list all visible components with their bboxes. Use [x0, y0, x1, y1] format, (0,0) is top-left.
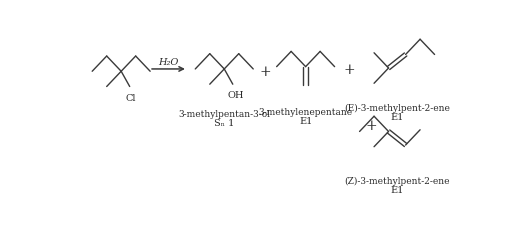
Text: E1: E1	[299, 117, 312, 125]
Text: 3-methylpentan-3-ol: 3-methylpentan-3-ol	[178, 110, 270, 119]
Text: E1: E1	[390, 185, 404, 194]
Text: Sₙ 1: Sₙ 1	[214, 119, 234, 128]
Text: (E)-3-methylpent-2-ene: (E)-3-methylpent-2-ene	[344, 104, 450, 112]
Text: +: +	[343, 63, 355, 77]
Text: 3-methylenepentane: 3-methylenepentane	[258, 107, 353, 116]
Text: (Z)-3-methylpent-2-ene: (Z)-3-methylpent-2-ene	[344, 176, 450, 185]
Text: OH: OH	[228, 91, 244, 100]
Text: +: +	[259, 65, 271, 79]
Text: +: +	[366, 119, 377, 133]
Text: E1: E1	[390, 113, 404, 122]
Text: H₂O: H₂O	[158, 57, 179, 66]
Text: Cl: Cl	[126, 93, 137, 102]
